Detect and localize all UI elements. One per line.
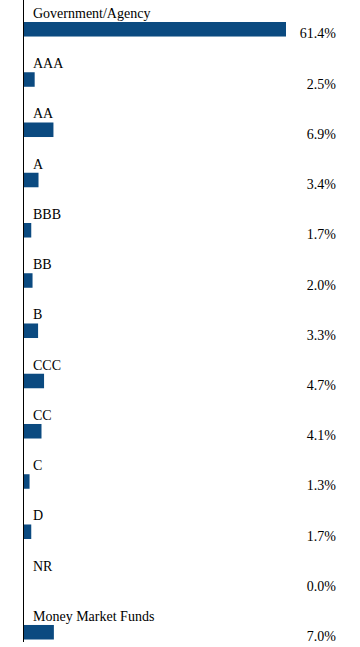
category-label: BBB — [33, 207, 61, 222]
category-label: AAA — [33, 56, 64, 71]
data-label: 2.5% — [307, 77, 337, 92]
data-label: 4.7% — [307, 378, 337, 393]
bars — [24, 22, 286, 640]
bar — [24, 223, 31, 238]
bar — [24, 323, 38, 338]
bar — [24, 625, 54, 640]
chart-container: Government/AgencyAAAAAABBBBBBCCCCCCDNRMo… — [0, 0, 360, 647]
data-label: 7.0% — [307, 629, 337, 644]
category-label: A — [33, 157, 44, 172]
bar — [24, 474, 30, 489]
category-label: NR — [33, 559, 53, 574]
data-label: 2.0% — [307, 278, 337, 293]
category-label: Government/Agency — [33, 6, 150, 21]
category-label: D — [33, 508, 43, 523]
bar — [24, 173, 39, 188]
category-label: AA — [33, 106, 54, 121]
bar — [24, 374, 44, 389]
chart-svg: Government/AgencyAAAAAABBBBBBCCCCCCDNRMo… — [0, 0, 360, 647]
bar — [24, 122, 53, 137]
category-label: C — [33, 458, 42, 473]
bar — [24, 424, 41, 439]
category-label: B — [33, 307, 42, 322]
bar — [24, 72, 35, 87]
category-label: CCC — [33, 358, 61, 373]
data-label: 1.7% — [307, 227, 337, 242]
data-label: 3.3% — [307, 328, 337, 343]
category-label: BB — [33, 257, 52, 272]
bar — [24, 273, 33, 288]
data-label: 3.4% — [307, 177, 337, 192]
bar — [24, 22, 286, 37]
bar — [24, 524, 31, 539]
data-label: 1.7% — [307, 529, 337, 544]
data-label: 4.1% — [307, 428, 337, 443]
axis-line — [23, 0, 24, 642]
data-label: 6.9% — [307, 127, 337, 142]
data-label: 1.3% — [307, 478, 337, 493]
category-label: CC — [33, 408, 52, 423]
bar — [24, 575, 25, 590]
category-label: Money Market Funds — [33, 609, 154, 624]
labels: Government/AgencyAAAAAABBBBBBCCCCCCDNRMo… — [33, 6, 336, 644]
data-label: 61.4% — [300, 26, 337, 41]
data-label: 0.0% — [307, 579, 337, 594]
